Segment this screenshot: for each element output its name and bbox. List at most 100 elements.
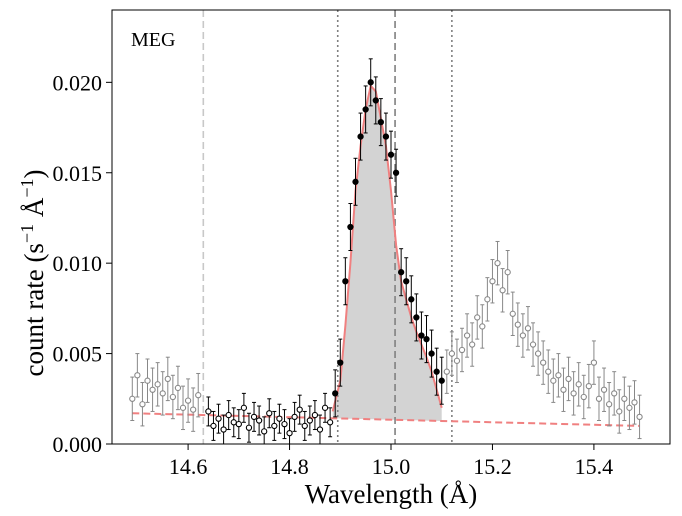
x-tick-label: 15.2 xyxy=(473,454,512,479)
unused-data-point xyxy=(159,390,166,397)
unused-data-point xyxy=(560,386,567,393)
x-tick-label: 15.4 xyxy=(575,454,614,479)
unused-data-point xyxy=(448,350,456,357)
line-data-point xyxy=(392,169,400,176)
unused-data-point xyxy=(463,332,471,339)
unused-data-point xyxy=(154,381,161,388)
unused-data-point xyxy=(453,357,461,364)
y-tick-label: 0.020 xyxy=(53,70,103,95)
line-data-point xyxy=(438,377,445,384)
line-data-point xyxy=(423,335,430,343)
fitted-data-point xyxy=(205,408,212,415)
fitted-data-point xyxy=(225,411,232,419)
unused-data-point xyxy=(179,404,187,411)
line-data-point xyxy=(433,368,440,375)
y-axis-label-base: count rate (s xyxy=(19,243,49,376)
fitted-data-point xyxy=(240,404,248,411)
line-data-point xyxy=(428,350,435,357)
fitted-data-point xyxy=(296,406,303,413)
fitted-data-point xyxy=(316,426,324,433)
line-data-point xyxy=(397,269,405,276)
line-data-point xyxy=(403,278,410,285)
y-axis-label-mid: Å xyxy=(19,197,49,224)
unused-data-point xyxy=(565,375,572,383)
unused-data-point xyxy=(631,399,638,406)
line-data-point xyxy=(382,133,390,140)
continuum-layer xyxy=(132,412,640,427)
x-tick-label: 14.8 xyxy=(270,454,309,479)
unused-data-point xyxy=(195,392,202,399)
unused-data-point xyxy=(484,296,491,303)
unused-data-point xyxy=(621,395,628,402)
unused-data-point xyxy=(190,406,197,413)
line-data-point xyxy=(342,278,349,285)
fitted-data-point xyxy=(266,410,273,417)
unused-data-point xyxy=(540,359,547,366)
x-tick-label: 15.0 xyxy=(372,454,411,479)
unused-data-point xyxy=(494,260,501,267)
panel-label: MEG xyxy=(131,29,175,51)
line-data-point xyxy=(332,390,339,397)
fitted-data-point xyxy=(311,411,319,419)
line-fill-area xyxy=(332,85,442,422)
y-tick-label: 0.000 xyxy=(53,432,103,457)
unused-data-point xyxy=(595,395,603,402)
unused-data-point xyxy=(600,386,608,393)
fitted-data-point xyxy=(291,413,298,421)
unused-data-point xyxy=(534,350,542,357)
fitted-data-point xyxy=(250,413,258,421)
fitted-data-point xyxy=(245,424,253,431)
fitted-data-point xyxy=(326,419,334,426)
fitted-data-point xyxy=(321,404,329,411)
unused-data-point xyxy=(469,341,476,348)
y-tick-label: 0.010 xyxy=(53,251,103,276)
unused-data-point xyxy=(626,404,633,411)
unused-data-point xyxy=(509,310,516,317)
unused-data-point xyxy=(555,372,562,379)
unused-data-point xyxy=(149,386,156,393)
unused-data-point xyxy=(636,413,643,421)
fitted-data-point xyxy=(306,417,313,424)
fitted-data-point xyxy=(261,428,268,435)
continuum-line xyxy=(132,412,640,427)
unused-data-point xyxy=(585,382,592,390)
unused-data-point xyxy=(164,375,171,383)
unused-data-point xyxy=(174,384,182,392)
fitted-data-point xyxy=(255,417,263,424)
unused-data-point xyxy=(489,278,496,285)
unused-data-point xyxy=(545,368,552,375)
unused-data-point xyxy=(144,377,151,384)
unused-data-point xyxy=(519,332,527,339)
y-tick-label: 0.015 xyxy=(53,161,103,186)
unused-data-point xyxy=(458,346,466,354)
fitted-data-point xyxy=(281,420,288,428)
line-data-point xyxy=(387,151,395,158)
unused-data-point xyxy=(605,401,613,408)
line-data-point xyxy=(362,106,369,113)
unused-data-point xyxy=(129,395,136,402)
y-axis-label-sup2: −1 xyxy=(17,178,37,197)
line-data-point xyxy=(377,118,385,126)
unused-data-point xyxy=(504,269,511,276)
unused-data-point xyxy=(575,381,582,388)
unused-data-point xyxy=(474,314,481,321)
y-axis-label-sup1: −1 xyxy=(17,224,37,243)
points-layer xyxy=(129,58,643,445)
line-data-point xyxy=(413,314,420,321)
unused-data-point xyxy=(134,372,141,379)
line-data-point xyxy=(357,133,364,140)
y-tick-label: 0.005 xyxy=(53,342,103,367)
fitted-data-point xyxy=(271,422,278,430)
unused-data-point xyxy=(580,393,587,401)
line-data-point xyxy=(418,332,425,339)
unused-data-point xyxy=(499,287,506,294)
line-data-point xyxy=(352,178,359,185)
unused-data-point xyxy=(184,397,192,404)
fitted-data-point xyxy=(210,422,217,430)
line-data-point xyxy=(408,296,415,303)
line-data-point xyxy=(337,359,344,366)
line-data-point xyxy=(367,79,374,86)
unused-data-point xyxy=(529,341,537,348)
fitted-data-point xyxy=(220,426,227,433)
